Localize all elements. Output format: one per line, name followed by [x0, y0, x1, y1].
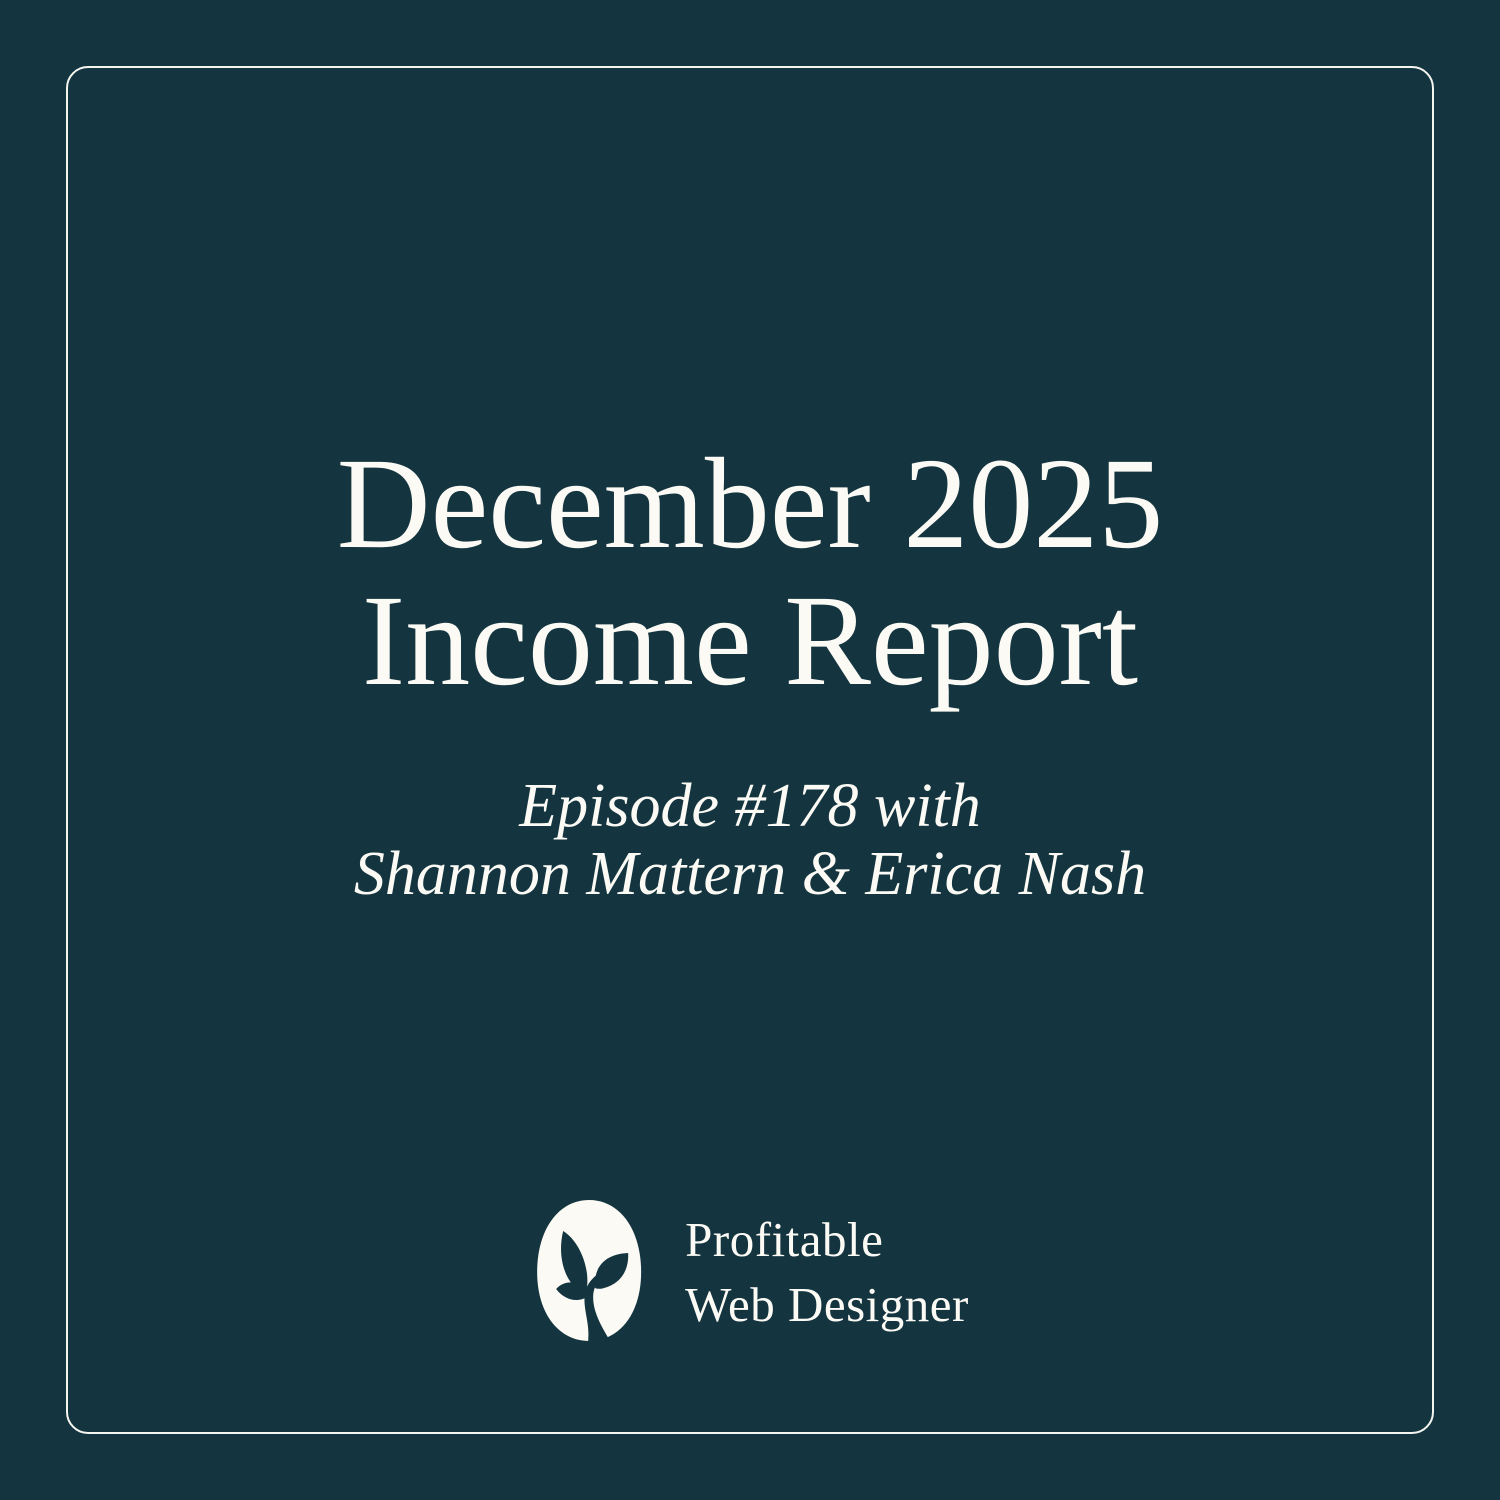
brand-name: Profitable Web Designer	[685, 1204, 969, 1337]
sprout-egg-icon	[531, 1198, 647, 1343]
subtitle-line-1: Episode #178 with	[519, 772, 981, 840]
episode-subtitle: Episode #178 with Shannon Mattern & Eric…	[0, 772, 1500, 908]
brand-name-line-2: Web Designer	[685, 1276, 969, 1332]
title-line-2: Income Report	[361, 568, 1139, 713]
episode-title: December 2025 Income Report	[0, 436, 1500, 709]
subtitle-line-2: Shannon Mattern & Erica Nash	[353, 840, 1147, 909]
title-line-1: December 2025	[336, 432, 1164, 576]
brand-lockup: Profitable Web Designer	[531, 1198, 969, 1343]
brand-name-line-1: Profitable	[685, 1211, 884, 1267]
